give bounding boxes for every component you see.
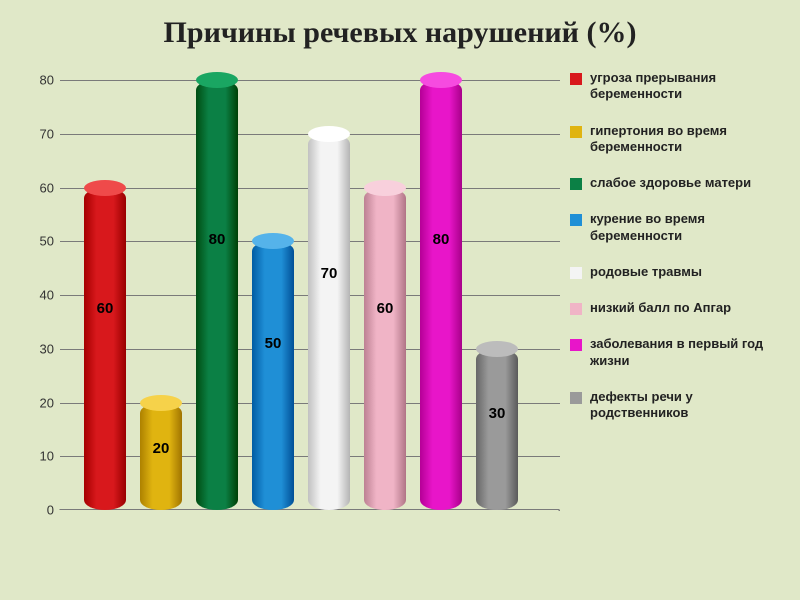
legend: угроза прерывания беременности гипертония… [570,70,780,441]
bar-value-label: 20 [140,440,182,457]
bar: 60 [364,188,406,511]
bar-top [140,395,182,411]
plot-area: 6020805070608030 01020304050607080 [60,80,560,540]
bar-value-label: 60 [364,300,406,317]
bar-top [308,126,350,142]
legend-label: родовые травмы [590,264,780,280]
bar: 20 [140,403,182,511]
legend-swatch [570,339,582,351]
bar-top [476,341,518,357]
legend-item: родовые травмы [570,264,780,280]
bar-body [252,241,294,510]
legend-label: дефекты речи у родственников [590,389,780,422]
bar-top [84,180,126,196]
bar-value-label: 80 [196,231,238,248]
legend-item: дефекты речи у родственников [570,389,780,422]
y-tick-label: 10 [40,449,54,464]
legend-item: слабое здоровье матери [570,175,780,191]
y-tick-label: 40 [40,288,54,303]
legend-swatch [570,267,582,279]
y-tick-label: 60 [40,180,54,195]
legend-swatch [570,73,582,85]
bar-top [420,72,462,88]
legend-label: заболевания в первый год жизни [590,336,780,369]
bar-value-label: 80 [420,231,462,248]
y-tick-label: 70 [40,126,54,141]
legend-item: заболевания в первый год жизни [570,336,780,369]
bar: 50 [252,241,294,510]
bar: 80 [196,80,238,510]
legend-label: слабое здоровье матери [590,175,780,191]
bar-body [364,188,406,511]
y-tick-label: 80 [40,73,54,88]
legend-label: низкий балл по Апгар [590,300,780,316]
legend-label: угроза прерывания беременности [590,70,780,103]
legend-swatch [570,178,582,190]
bar-body [420,80,462,510]
legend-item: низкий балл по Апгар [570,300,780,316]
bar: 80 [420,80,462,510]
bar-body [476,349,518,510]
bar: 30 [476,349,518,510]
y-tick-label: 30 [40,341,54,356]
legend-item: гипертония во время беременности [570,123,780,156]
bar-value-label: 70 [308,265,350,282]
bar-body [84,188,126,511]
bar-top [364,180,406,196]
bar-body [196,80,238,510]
bar: 60 [84,188,126,511]
y-tick-label: 20 [40,395,54,410]
legend-item: угроза прерывания беременности [570,70,780,103]
bar-body [308,134,350,510]
bar-value-label: 30 [476,405,518,422]
y-tick-label: 0 [47,503,54,518]
legend-swatch [570,392,582,404]
bar-top [196,72,238,88]
legend-label: гипертония во время беременности [590,123,780,156]
bars-container: 60 20 80 50 70 60 80 30 [60,80,560,540]
legend-item: курение во время беременности [570,211,780,244]
bar-value-label: 60 [84,300,126,317]
legend-label: курение во время беременности [590,211,780,244]
page-title: Причины речевых нарушений (%) [0,16,800,50]
legend-swatch [570,214,582,226]
y-tick-label: 50 [40,234,54,249]
legend-swatch [570,303,582,315]
chart: 60 20 80 50 70 60 80 30 0 10 20 30 40 50 60 70 80 угроз… [20,70,780,580]
bar: 70 [308,134,350,510]
bar-value-label: 50 [252,335,294,352]
legend-swatch [570,126,582,138]
